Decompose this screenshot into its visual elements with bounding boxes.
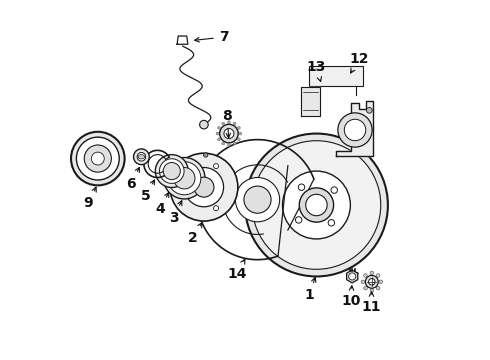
Polygon shape	[346, 270, 358, 283]
Circle shape	[348, 273, 356, 280]
Circle shape	[227, 144, 230, 147]
Circle shape	[368, 279, 375, 285]
Circle shape	[214, 163, 219, 168]
Circle shape	[237, 126, 240, 129]
Circle shape	[244, 186, 271, 213]
Circle shape	[306, 194, 327, 216]
Circle shape	[184, 167, 223, 207]
Circle shape	[252, 141, 381, 269]
Circle shape	[379, 280, 383, 284]
Circle shape	[168, 162, 201, 195]
Circle shape	[222, 142, 224, 145]
Circle shape	[71, 132, 124, 185]
Text: 2: 2	[188, 223, 202, 245]
Circle shape	[331, 187, 338, 193]
Circle shape	[76, 137, 119, 180]
Circle shape	[216, 132, 219, 135]
Circle shape	[376, 286, 380, 290]
Text: 5: 5	[141, 180, 154, 203]
Text: 11: 11	[361, 292, 381, 314]
Text: 1: 1	[304, 278, 316, 302]
Circle shape	[366, 275, 378, 288]
Circle shape	[376, 274, 380, 277]
Circle shape	[233, 142, 236, 145]
Circle shape	[218, 126, 220, 129]
Circle shape	[245, 134, 388, 276]
Text: 12: 12	[349, 51, 369, 73]
Circle shape	[203, 153, 208, 157]
Text: 6: 6	[126, 167, 140, 190]
Text: 13: 13	[307, 60, 326, 81]
Circle shape	[239, 132, 242, 135]
Circle shape	[328, 220, 335, 226]
Circle shape	[227, 121, 230, 123]
Circle shape	[220, 124, 238, 143]
Circle shape	[370, 271, 373, 275]
Circle shape	[159, 159, 184, 183]
Text: 10: 10	[341, 286, 361, 308]
Circle shape	[367, 108, 372, 113]
Circle shape	[214, 206, 219, 211]
Circle shape	[364, 286, 368, 290]
Circle shape	[298, 184, 305, 190]
Circle shape	[137, 153, 146, 161]
Text: 4: 4	[155, 193, 169, 216]
Circle shape	[170, 153, 238, 221]
Circle shape	[173, 167, 195, 189]
Circle shape	[163, 162, 180, 180]
Polygon shape	[301, 87, 320, 116]
Circle shape	[237, 138, 240, 141]
Circle shape	[338, 113, 372, 147]
Polygon shape	[336, 102, 373, 156]
Circle shape	[235, 177, 280, 222]
Circle shape	[295, 217, 302, 223]
Circle shape	[194, 177, 214, 197]
Text: 3: 3	[169, 201, 182, 225]
Circle shape	[364, 274, 368, 277]
Ellipse shape	[138, 155, 145, 159]
Circle shape	[370, 289, 373, 293]
Circle shape	[283, 171, 350, 239]
Circle shape	[164, 157, 205, 199]
Circle shape	[199, 120, 208, 129]
Circle shape	[218, 138, 220, 141]
Circle shape	[92, 152, 104, 165]
Circle shape	[361, 280, 365, 284]
Circle shape	[222, 122, 224, 125]
FancyBboxPatch shape	[309, 66, 363, 86]
Circle shape	[299, 188, 334, 222]
Circle shape	[344, 119, 366, 141]
Circle shape	[134, 149, 149, 165]
Circle shape	[155, 155, 188, 188]
Text: 9: 9	[84, 187, 96, 210]
Text: 7: 7	[195, 30, 228, 44]
Text: 14: 14	[227, 259, 247, 280]
Circle shape	[84, 145, 111, 172]
Circle shape	[177, 185, 182, 190]
Circle shape	[224, 129, 234, 139]
Circle shape	[233, 122, 236, 125]
Text: 8: 8	[222, 109, 232, 138]
